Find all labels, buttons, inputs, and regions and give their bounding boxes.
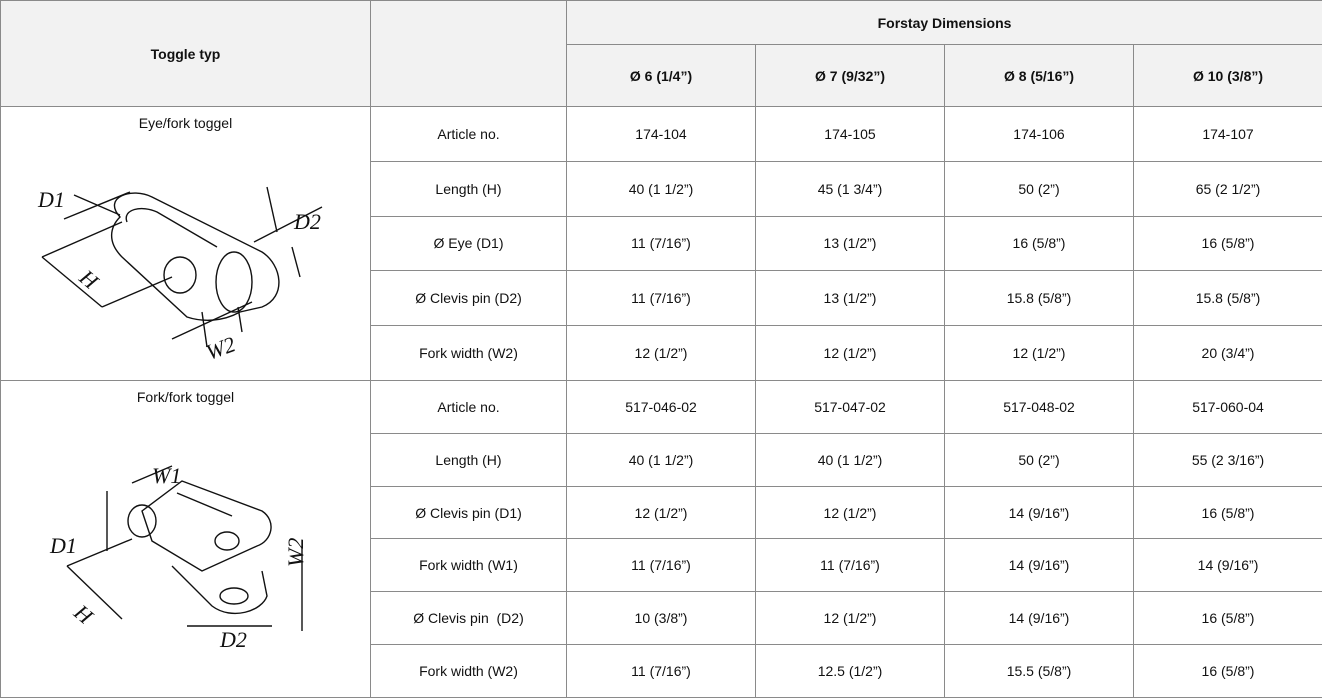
- diagram-label: W1: [152, 463, 181, 488]
- value-cell: 14 (9/16”): [945, 592, 1134, 645]
- value-cell: 55 (2 3/16”): [1134, 433, 1322, 486]
- value-cell: 517-046-02: [567, 381, 756, 434]
- value-cell: 12 (1/2”): [756, 486, 945, 539]
- value-cell: 174-104: [567, 107, 756, 162]
- value-cell: 15.8 (5/8”): [945, 271, 1134, 326]
- header-cell: [371, 1, 567, 107]
- value-cell: 12 (1/2”): [756, 326, 945, 381]
- row-label: Article no.: [371, 107, 567, 162]
- value-cell: 12.5 (1/2”): [756, 645, 945, 698]
- value-cell: 14 (9/16”): [1134, 539, 1322, 592]
- value-cell: 40 (1 1/2”): [567, 161, 756, 216]
- value-cell: 20 (3/4”): [1134, 326, 1322, 381]
- value-cell: 14 (9/16”): [945, 539, 1134, 592]
- row-label: Ø Clevis pin (D2): [371, 271, 567, 326]
- value-cell: 16 (5/8”): [1134, 216, 1322, 271]
- row-label: Fork width (W2): [371, 326, 567, 381]
- value-cell: 10 (3/8”): [567, 592, 756, 645]
- data-row: Eye/fork toggel D1 D2 H W2 Article no.17…: [1, 107, 1322, 162]
- row-label: Ø Clevis pin (D1): [371, 486, 567, 539]
- value-cell: 50 (2”): [945, 161, 1134, 216]
- value-cell: 14 (9/16”): [945, 486, 1134, 539]
- diagram-label: H: [68, 599, 98, 630]
- value-cell: 174-106: [945, 107, 1134, 162]
- value-cell: 13 (1/2”): [756, 216, 945, 271]
- value-cell: 45 (1 3/4”): [756, 161, 945, 216]
- data-row: Fork/fork toggel W1 D1 W2 H D2 Article n…: [1, 381, 1322, 434]
- value-cell: 13 (1/2”): [756, 271, 945, 326]
- row-label: Ø Clevis pin (D2): [371, 592, 567, 645]
- diagram-label: D1: [49, 533, 77, 558]
- row-label: Length (H): [371, 161, 567, 216]
- value-cell: 40 (1 1/2”): [756, 433, 945, 486]
- value-cell: 16 (5/8”): [1134, 592, 1322, 645]
- value-cell: 50 (2”): [945, 433, 1134, 486]
- eye-toggle-drawing: D1 D2 H W2: [2, 147, 370, 377]
- value-cell: 517-047-02: [756, 381, 945, 434]
- value-cell: 517-060-04: [1134, 381, 1322, 434]
- row-label: Ø Eye (D1): [371, 216, 567, 271]
- toggle-name: Eye/fork toggel: [1, 115, 370, 131]
- value-cell: 11 (7/16”): [567, 645, 756, 698]
- diagram-label: H: [74, 264, 104, 295]
- value-cell: 16 (5/8”): [945, 216, 1134, 271]
- value-cell: 174-105: [756, 107, 945, 162]
- value-cell: 11 (7/16”): [567, 539, 756, 592]
- diagram-label: W2: [283, 538, 308, 567]
- value-cell: 16 (5/8”): [1134, 645, 1322, 698]
- value-cell: 12 (1/2”): [567, 326, 756, 381]
- value-cell: 12 (1/2”): [945, 326, 1134, 381]
- value-cell: 16 (5/8”): [1134, 486, 1322, 539]
- value-cell: 40 (1 1/2”): [567, 433, 756, 486]
- size-header: Ø 7 (9/32”): [756, 45, 945, 107]
- value-cell: 12 (1/2”): [756, 592, 945, 645]
- value-cell: 11 (7/16”): [567, 271, 756, 326]
- value-cell: 15.5 (5/8”): [945, 645, 1134, 698]
- value-cell: 11 (7/16”): [567, 216, 756, 271]
- diagram-label: D2: [293, 209, 321, 234]
- value-cell: 12 (1/2”): [567, 486, 756, 539]
- header-row: Toggle typ Forstay Dimensions: [1, 1, 1322, 45]
- toggle-type-cell: Fork/fork toggel W1 D1 W2 H D2: [1, 381, 371, 698]
- diagram-label: D1: [37, 187, 65, 212]
- row-label: Fork width (W1): [371, 539, 567, 592]
- row-label: Article no.: [371, 381, 567, 434]
- value-cell: 11 (7/16”): [756, 539, 945, 592]
- header-cell: Toggle typ: [1, 1, 371, 107]
- diagram-label: D2: [219, 627, 247, 652]
- size-header: Ø 10 (3/8”): [1134, 45, 1322, 107]
- value-cell: 174-107: [1134, 107, 1322, 162]
- diagram-label: W2: [202, 331, 238, 365]
- toggle-type-cell: Eye/fork toggel D1 D2 H W2: [1, 107, 371, 381]
- row-label: Length (H): [371, 433, 567, 486]
- value-cell: 65 (2 1/2”): [1134, 161, 1322, 216]
- toggle-name: Fork/fork toggel: [1, 389, 370, 405]
- fork-toggle-drawing: W1 D1 W2 H D2: [2, 421, 370, 661]
- size-header: Ø 6 (1/4”): [567, 45, 756, 107]
- size-header: Ø 8 (5/16”): [945, 45, 1134, 107]
- group-header: Forstay Dimensions: [567, 1, 1322, 45]
- row-label: Fork width (W2): [371, 645, 567, 698]
- value-cell: 15.8 (5/8”): [1134, 271, 1322, 326]
- value-cell: 517-048-02: [945, 381, 1134, 434]
